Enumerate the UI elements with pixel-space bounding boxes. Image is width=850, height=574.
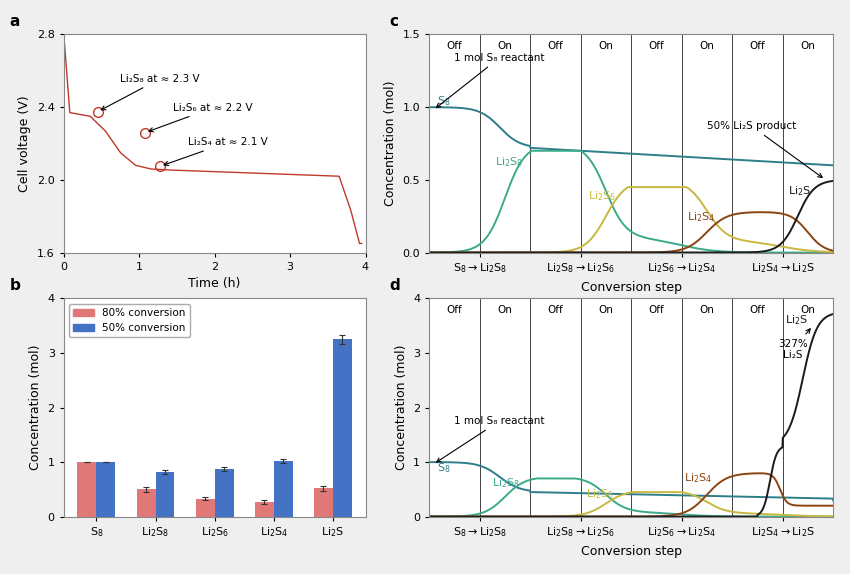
Text: On: On	[598, 305, 614, 315]
Text: Li₂S₈ at ≈ 2.3 V: Li₂S₈ at ≈ 2.3 V	[101, 73, 200, 110]
Text: d: d	[388, 278, 399, 293]
Text: Off: Off	[446, 305, 462, 315]
Text: Li$_2$S$_4$: Li$_2$S$_4$	[684, 471, 712, 485]
Text: Li$_2$S$_6$: Li$_2$S$_6$	[586, 487, 614, 501]
Y-axis label: Cell voltage (V): Cell voltage (V)	[19, 95, 31, 192]
Text: b: b	[9, 278, 20, 293]
Text: On: On	[801, 305, 815, 315]
Bar	[156, 472, 174, 517]
Bar	[333, 339, 352, 517]
Y-axis label: Concentration (mol): Concentration (mol)	[384, 81, 397, 206]
Bar	[314, 488, 333, 517]
Text: Off: Off	[649, 305, 664, 315]
Text: 50% Li₂S product: 50% Li₂S product	[707, 121, 822, 177]
Text: Off: Off	[446, 41, 462, 51]
Text: On: On	[801, 41, 815, 51]
Bar	[255, 502, 274, 517]
Bar	[274, 461, 292, 517]
X-axis label: Conversion step: Conversion step	[581, 545, 682, 558]
Text: a: a	[9, 14, 20, 29]
Text: 1 mol S₈ reactant: 1 mol S₈ reactant	[437, 416, 545, 462]
X-axis label: Time (h): Time (h)	[189, 277, 241, 290]
Bar	[137, 489, 156, 517]
Bar	[96, 462, 116, 517]
Text: Off: Off	[750, 41, 765, 51]
Bar	[214, 469, 234, 517]
Legend: 80% conversion, 50% conversion: 80% conversion, 50% conversion	[69, 304, 190, 338]
Bar	[196, 499, 214, 517]
Text: On: On	[497, 305, 513, 315]
Text: 327%
Li₂S: 327% Li₂S	[778, 329, 810, 360]
Text: Li$_2$S: Li$_2$S	[785, 313, 808, 327]
Text: Li$_2$S: Li$_2$S	[788, 184, 811, 198]
Text: Li₂S₆ at ≈ 2.2 V: Li₂S₆ at ≈ 2.2 V	[149, 103, 252, 132]
X-axis label: Conversion step: Conversion step	[581, 281, 682, 294]
Text: On: On	[700, 41, 714, 51]
Text: Li$_2$S$_8$: Li$_2$S$_8$	[495, 156, 523, 169]
Text: Li₂S₄ at ≈ 2.1 V: Li₂S₄ at ≈ 2.1 V	[164, 137, 268, 165]
Text: Off: Off	[547, 305, 564, 315]
Text: Li$_2$S$_6$: Li$_2$S$_6$	[588, 189, 616, 203]
Y-axis label: Concentration (mol): Concentration (mol)	[394, 345, 407, 470]
Text: Off: Off	[547, 41, 564, 51]
Text: Off: Off	[750, 305, 765, 315]
Text: On: On	[700, 305, 714, 315]
Text: On: On	[598, 41, 614, 51]
Text: Li$_2$S$_8$: Li$_2$S$_8$	[492, 476, 520, 490]
Text: S$_8$: S$_8$	[437, 94, 451, 108]
Text: On: On	[497, 41, 513, 51]
Text: Li$_2$S$_4$: Li$_2$S$_4$	[687, 211, 715, 224]
Text: c: c	[388, 14, 398, 29]
Bar	[77, 462, 96, 517]
Text: S$_8$: S$_8$	[437, 461, 451, 475]
Text: Off: Off	[649, 41, 664, 51]
Text: 1 mol S₈ reactant: 1 mol S₈ reactant	[436, 53, 545, 107]
Y-axis label: Concentration (mol): Concentration (mol)	[29, 345, 42, 470]
